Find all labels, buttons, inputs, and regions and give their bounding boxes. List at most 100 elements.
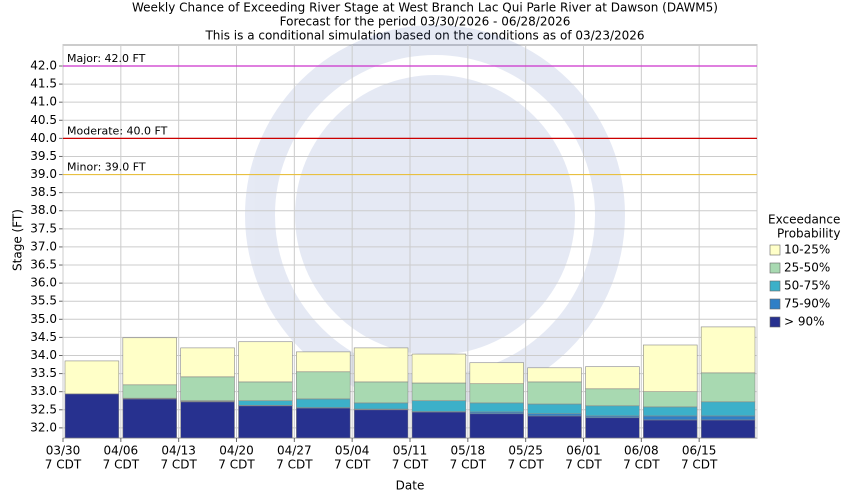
bar-segment [180,376,235,402]
bar-segment [585,417,640,439]
bar-segment [411,411,467,439]
legend-swatch [769,316,781,328]
chart-title: Weekly Chance of Exceeding River Stage a… [132,1,718,15]
bar-segment [643,391,698,408]
bar-segment [353,381,409,404]
bar-segment [469,362,524,385]
y-tick-label: 40.0 [30,131,57,145]
bar-segment [469,383,524,404]
bar-segment [353,347,409,383]
y-tick-label: 37.0 [30,239,57,253]
bar-segment [643,344,698,392]
bar-segment [527,413,582,417]
x-tick-sublabel: 7 CDT [392,458,429,472]
y-axis-label: Stage (FT) [11,209,25,271]
y-tick-label: 38.5 [30,185,57,199]
bar-segment [700,401,756,417]
y-tick-label: 33.0 [30,384,57,398]
bar-segment [353,402,409,410]
y-tick-label: 34.0 [30,348,57,362]
legend-label: > 90% [784,315,825,329]
legend-title: Exceedance [768,213,840,227]
y-tick-label: 38.0 [30,203,57,217]
y-tick-label: 32.0 [30,420,57,434]
bar-segment [527,381,582,405]
bar-segment [700,415,756,421]
bar-segment [585,405,640,417]
y-tick-label: 34.5 [30,330,57,344]
y-tick-label: 42.0 [30,58,57,72]
x-tick-label: 06/15 [682,444,717,458]
y-tick-label: 36.0 [30,276,57,290]
y-tick-label: 41.0 [30,95,57,109]
flood-label: Moderate: 40.0 FT [67,124,168,137]
x-tick-sublabel: 7 CDT [103,458,140,472]
legend-label: 10-25% [784,243,830,257]
legend-swatch [769,262,781,274]
bar-segment [238,400,293,406]
bar-segment [527,415,582,439]
legend-swatch [769,280,781,292]
bar-segment [238,405,293,439]
bar-segment [585,388,640,407]
bar-segment [64,360,120,395]
x-tick-sublabel: 7 CDT [276,458,313,472]
bar-segment [122,398,177,439]
bar-segment [296,371,351,400]
x-tick-sublabel: 7 CDT [45,458,82,472]
legend-swatch [769,244,781,256]
bar-segment [643,406,698,417]
bar-segment [238,381,293,402]
x-tick-label: 05/18 [451,444,486,458]
y-tick-label: 40.5 [30,113,57,127]
x-tick-label: 04/13 [161,444,196,458]
x-tick-label: 06/01 [566,444,601,458]
x-tick-label: 03/30 [46,444,81,458]
bar-segment [700,419,756,439]
bar-segment [64,393,120,439]
bar-segment [296,398,351,408]
bar-segment [700,326,756,374]
bar-segment [180,347,235,378]
x-tick-sublabel: 7 CDT [450,458,487,472]
x-tick-sublabel: 7 CDT [565,458,602,472]
y-tick-label: 32.5 [30,402,57,416]
bar-segment [122,337,177,386]
bar-segment [411,353,467,384]
bar-segment [700,372,756,403]
x-tick-sublabel: 7 CDT [218,458,255,472]
y-tick-label: 41.5 [30,77,57,91]
bar-segment [180,401,235,439]
legend-swatch [769,298,781,310]
legend-title: Probability [777,227,840,241]
y-tick-label: 35.5 [30,294,57,308]
bar-segment [469,413,524,439]
x-tick-label: 05/11 [393,444,428,458]
x-axis-label: Date [396,479,425,493]
x-tick-label: 06/08 [624,444,659,458]
bar-segment [527,367,582,383]
y-tick-label: 33.5 [30,366,57,380]
bar-segment [643,419,698,439]
bar-segment [238,341,293,383]
bar-segment [296,407,351,439]
bar-segment [411,400,467,412]
y-tick-label: 37.5 [30,221,57,235]
bar-segment [585,366,640,390]
legend-label: 25-50% [784,261,830,275]
chart-subtitle: Forecast for the period 03/30/2026 - 06/… [280,15,571,29]
x-tick-sublabel: 7 CDT [623,458,660,472]
bar-segment [296,351,351,373]
x-tick-sublabel: 7 CDT [160,458,197,472]
x-tick-label: 04/06 [104,444,139,458]
y-tick-label: 36.5 [30,258,57,272]
chart-subtitle: This is a conditional simulation based o… [204,29,644,43]
bar-segment [353,409,409,439]
bar-segment [122,384,177,399]
x-tick-sublabel: 7 CDT [334,458,371,472]
legend-label: 75-90% [784,297,830,311]
flood-label: Minor: 39.0 FT [67,161,146,174]
x-tick-sublabel: 7 CDT [507,458,544,472]
y-tick-label: 39.0 [30,167,57,181]
